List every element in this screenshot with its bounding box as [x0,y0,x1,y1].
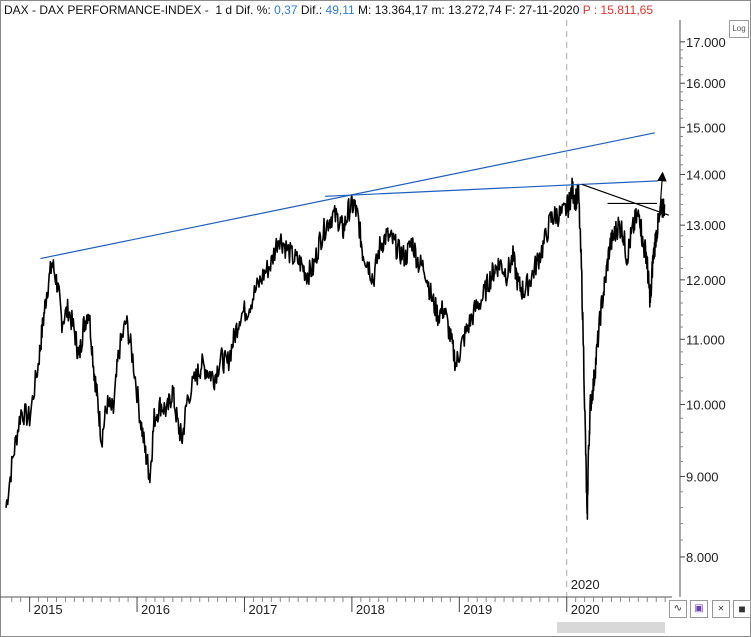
x-tick-label: 2017 [248,602,277,617]
index-name: DAX PERFORMANCE-INDEX [39,3,202,17]
y-tick-label: 16.000 [686,76,726,91]
y-axis: 8.000 9.000 10.000 11.000 12.000 13.000 14.000… [679,20,726,597]
close-icon[interactable]: ✕ [712,600,730,618]
log-scale-button[interactable]: Log [729,20,749,38]
x-tick-label: 2016 [141,602,170,617]
black-trendline [581,183,669,216]
y-tick-label: 10.000 [686,397,726,412]
y-tick-label: 15.000 [686,120,726,135]
interval: 1 d [215,3,233,17]
date-label: F: [504,3,516,17]
y-tick-label: 13.000 [686,218,726,233]
dif-pct-value: 0,37 [274,3,298,17]
year-marker-label: 2020 [571,577,600,592]
grid: 2020 [566,20,600,597]
dif-pct-label: Dif. %: [235,3,271,17]
y-tick-label: 11.000 [686,332,725,347]
save-icon[interactable]: ▣ [690,600,708,618]
dif-value: 49,11 [325,3,355,17]
p-label: P : [582,3,598,17]
min-label: m: [431,3,445,17]
x-axis: 2015 2016 2017 2018 2019 2020 [0,596,672,617]
max-value: 13.364,17 [374,3,429,17]
header-separator: - [204,3,209,17]
blue-trendline [325,180,659,197]
y-tick-label: 9.000 [686,469,719,484]
y-tick-label: 14.000 [686,167,726,182]
y-tick-label: 8.000 [686,550,719,565]
y-tick-label: 17.000 [686,35,726,50]
y-tick-label: 12.000 [686,273,726,288]
x-tick-label: 2015 [34,602,63,617]
square-icon[interactable]: ■ [733,600,751,618]
x-tick-label: 2020 [571,602,600,617]
dif-label: Dif.: [300,3,323,17]
max-label: M: [358,3,372,17]
header-separator: - [32,3,37,17]
symbol: DAX [4,3,29,17]
waveform-icon[interactable]: ∿ [669,600,687,618]
trendlines [40,132,669,260]
x-tick-label: 2018 [356,602,385,617]
chart-header: DAX - DAX PERFORMANCE-INDEX - 1 d Dif. %… [4,2,653,18]
price-series [5,177,666,520]
date-value: 27-11-2020 [518,3,580,17]
arrow-trendline [657,171,667,223]
min-value: 13.272,74 [448,3,502,17]
p-value: 15.811,65 [600,3,654,17]
x-tick-label: 2019 [463,602,492,617]
horizontal-scrollbar[interactable] [557,622,665,633]
price-line [5,177,666,520]
